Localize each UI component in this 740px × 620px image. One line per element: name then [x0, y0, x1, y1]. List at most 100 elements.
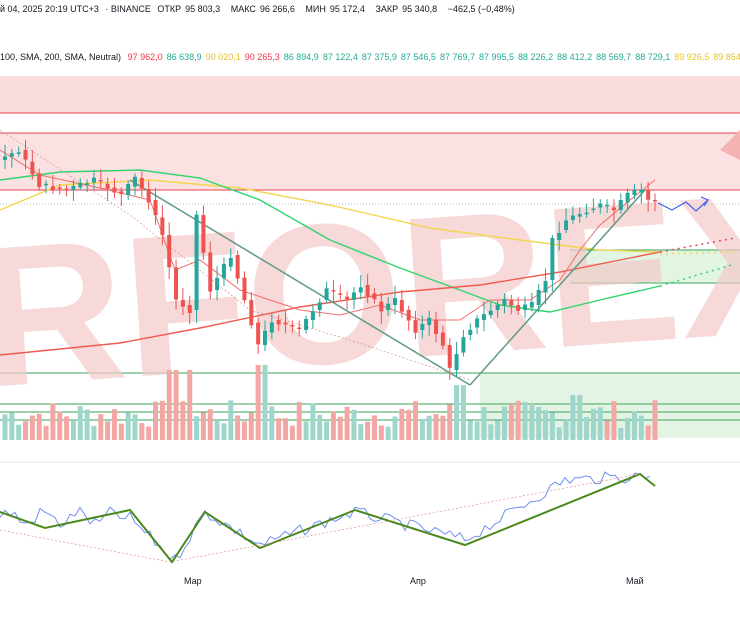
support-zone	[570, 250, 740, 283]
volume-bar	[330, 411, 336, 440]
volume-bar	[77, 406, 83, 440]
trendline-up	[469, 189, 646, 386]
datetime-fragment: й 04, 2025 20:19 UTC+3	[0, 4, 99, 14]
volume-bar	[29, 415, 35, 440]
ohlc-high: МАКС 96 266,6	[230, 4, 295, 14]
volume-bar	[296, 402, 302, 440]
rsi-zigzag	[0, 472, 656, 564]
volume-bar	[146, 426, 152, 440]
candle-body	[304, 318, 309, 330]
candle-body	[78, 182, 83, 188]
volume-bar	[570, 395, 576, 440]
candle-body	[529, 302, 534, 308]
indicator-value: 87 769,7	[439, 52, 475, 62]
candle-body	[160, 217, 165, 235]
candle-body	[379, 301, 384, 312]
volume-bar	[84, 409, 90, 440]
volume-bar	[105, 421, 111, 440]
candle-body	[57, 187, 62, 189]
volume-bar	[173, 370, 179, 440]
volume-bar	[2, 414, 8, 440]
volume-bar	[584, 416, 590, 440]
volume-bar	[611, 401, 617, 440]
volume-bar	[481, 407, 487, 440]
candle-body	[516, 305, 521, 311]
candle-body	[256, 322, 261, 345]
candle-body	[351, 292, 356, 300]
candle-body	[3, 156, 7, 160]
candle-body	[461, 337, 466, 353]
volume-bar	[235, 415, 241, 440]
candle-body	[249, 300, 254, 326]
volume-bar	[652, 400, 658, 440]
volume-bar	[324, 421, 330, 440]
volume-bar	[508, 403, 514, 440]
candle-body	[536, 290, 541, 305]
volume-bar	[447, 404, 453, 440]
ma-100-line	[0, 169, 661, 313]
volume-bar	[351, 409, 357, 440]
candle-body	[440, 332, 445, 346]
volume-bar	[317, 414, 323, 440]
candle-body	[570, 215, 575, 220]
volume-bar	[214, 420, 220, 440]
volume-bar	[645, 425, 651, 440]
volume-bar	[303, 421, 309, 440]
candle-body	[372, 293, 377, 300]
volume-bar	[604, 420, 610, 440]
x-label-may: Май	[626, 576, 644, 586]
arrow-marker-icon	[720, 130, 740, 160]
ohlc-open: ОТКР 95 803,3	[157, 4, 221, 14]
candle-body	[447, 345, 452, 368]
indicator-value: 86 894,9	[283, 52, 319, 62]
candle-body	[625, 192, 630, 203]
candle-body	[105, 183, 110, 189]
price-change: −462,5 (−0,48%)	[447, 4, 515, 14]
ma-long-line	[0, 251, 661, 356]
candle-body	[584, 212, 589, 215]
candle-body	[146, 189, 151, 203]
rsi-divergence-line	[0, 473, 641, 563]
volume-bar	[180, 401, 186, 440]
candle-body	[30, 161, 35, 175]
candle-body	[393, 297, 397, 305]
candle-body	[133, 176, 137, 187]
forecast-path	[657, 199, 709, 212]
candle-body	[269, 322, 274, 333]
volume-bar	[16, 424, 22, 440]
indicator-legend[interactable]: 100, SMA, 200, SMA, Neutral) 97 962,0 86 …	[0, 52, 740, 62]
volume-bar	[337, 416, 343, 440]
volume-bar	[70, 420, 76, 440]
candle-body	[386, 303, 391, 310]
ma-projection	[659, 263, 736, 287]
candle-body	[475, 318, 480, 328]
volume-bar	[392, 416, 398, 440]
resistance-zone	[0, 133, 740, 190]
candle-body	[317, 302, 322, 310]
volume-bar	[207, 409, 213, 440]
candle-body	[167, 235, 172, 268]
indicator-value: 87 375,9	[361, 52, 397, 62]
ohlc-low: МИН 95 172,4	[305, 4, 365, 14]
resistance-zone-top	[0, 76, 740, 113]
candle-body	[618, 200, 623, 210]
indicator-value: 90 265,3	[244, 52, 280, 62]
candle-body	[413, 320, 418, 333]
volume-bar	[23, 421, 29, 440]
candle-body	[605, 204, 610, 207]
candle-body	[228, 257, 233, 267]
volume-bar	[454, 385, 460, 440]
candle-body	[338, 293, 343, 295]
candle-body	[23, 150, 28, 160]
volume-bar	[166, 370, 172, 440]
volume-bar	[255, 365, 261, 440]
candle-body	[358, 287, 363, 293]
candle-body	[112, 187, 117, 193]
volume-bar	[371, 415, 377, 440]
volume-bar	[549, 412, 555, 440]
candle-body	[454, 354, 459, 370]
volume-bar	[221, 423, 227, 440]
volume-bar	[283, 418, 289, 440]
volume-bar	[399, 408, 405, 440]
